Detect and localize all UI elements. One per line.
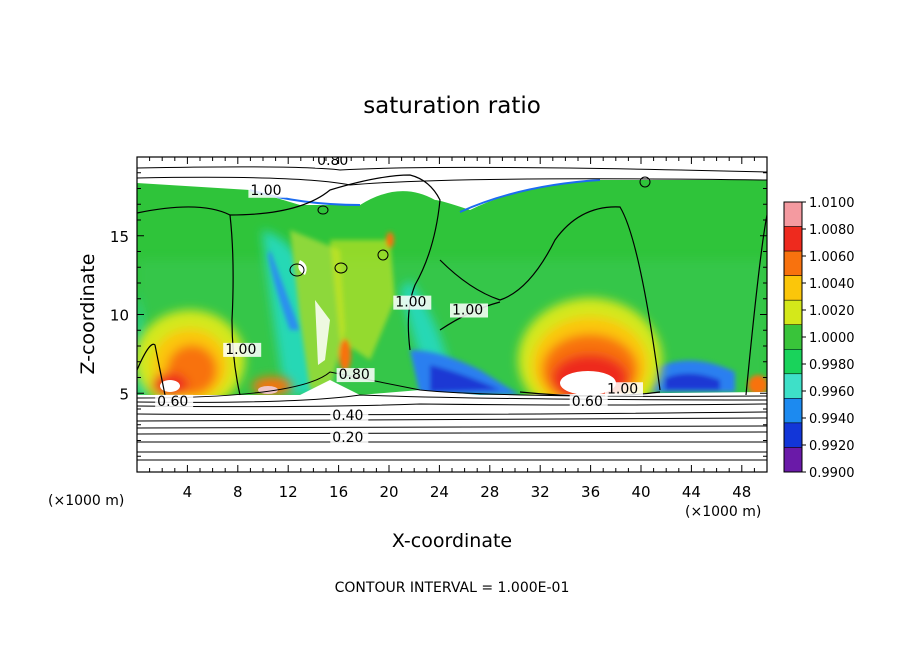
- colorbar-label: 0.9960: [809, 385, 855, 400]
- y-tick-label: 15: [110, 228, 129, 246]
- contour-label: 0.80: [317, 153, 348, 169]
- contour-label: 1.00: [607, 381, 638, 397]
- x-tick-label: 44: [682, 483, 701, 501]
- colorbar-swatch: [783, 275, 803, 301]
- x-tick-label: 32: [531, 483, 550, 501]
- x-tick-label: 48: [732, 483, 751, 501]
- contour-label-bg: [330, 409, 369, 424]
- colorbar-label: 0.9900: [809, 466, 855, 481]
- contour-label: 0.40: [332, 408, 363, 424]
- axis-ticks: [137, 157, 767, 472]
- x-tick-label: 36: [581, 483, 600, 501]
- colorbar-swatch: [783, 250, 803, 276]
- contour-label-bg: [155, 394, 194, 409]
- contour-label-bg: [336, 368, 375, 383]
- contour-label: 1.00: [250, 183, 281, 199]
- chart-title: saturation ratio: [363, 93, 541, 119]
- colorbar-swatch: [783, 226, 803, 252]
- colorbar-label: 1.0040: [809, 277, 855, 292]
- colorbar-label: 0.9920: [809, 439, 855, 454]
- contour-interval-note: CONTOUR INTERVAL = 1.000E-01: [335, 580, 570, 596]
- colorbar-swatch: [783, 422, 803, 448]
- colorbar-swatch: [783, 299, 803, 325]
- contour-label: 0.60: [572, 394, 603, 410]
- colorbar-label: 1.0020: [809, 304, 855, 319]
- colorbar: 1.0100 1.0080 1.0060 1.0040 1.0020 1.0000 0.99…: [783, 196, 855, 481]
- x-tick-label: 16: [329, 483, 348, 501]
- contour-label: 1.00: [225, 342, 256, 358]
- colorbar-swatch: [783, 324, 803, 350]
- contour-label-bg: [315, 157, 354, 168]
- x-axis-label: X-coordinate: [392, 530, 512, 552]
- contour-label: 1.00: [395, 295, 426, 311]
- colorbar-swatch: [783, 201, 803, 227]
- contour-label: 0.60: [157, 394, 188, 410]
- x-tick-label: 12: [279, 483, 298, 501]
- colorbar-label: 1.0080: [809, 223, 855, 238]
- contour-label-bg: [604, 382, 643, 397]
- x-unit-label-left: (×1000 m): [48, 493, 124, 509]
- colorbar-swatch: [783, 398, 803, 424]
- colorbar-swatch: [783, 349, 803, 375]
- y-tick-label: 10: [110, 307, 129, 325]
- y-axis-label: Z-coordinate: [77, 254, 99, 375]
- x-tick-label: 40: [631, 483, 650, 501]
- colorbar-swatch: [783, 373, 803, 399]
- contour-label: 0.20: [332, 430, 363, 446]
- contour-label-bg: [223, 342, 262, 357]
- colorbar-label: 0.9980: [809, 358, 855, 373]
- contour-label: 1.00: [452, 303, 483, 319]
- colorbar-label: 1.0000: [809, 331, 855, 346]
- y-tick-labels: 5 10 15: [110, 228, 129, 404]
- x-tick-labels: 4 8 12 16 20 24 28 32 36 40 44 48: [183, 483, 752, 501]
- contour-label: 0.80: [339, 367, 370, 383]
- contour-label-bg: [450, 303, 488, 318]
- colorbar-label: 0.9940: [809, 412, 855, 427]
- contour-label-bg: [330, 431, 369, 446]
- x-tick-label: 20: [379, 483, 398, 501]
- contour-label-bg: [393, 295, 432, 310]
- y-tick-label: 5: [119, 385, 129, 403]
- x-unit-label-right: (×1000 m): [685, 504, 761, 520]
- colorbar-label: 1.0100: [809, 196, 855, 211]
- x-tick-label: 24: [430, 483, 449, 501]
- contour-label-bg: [248, 183, 287, 198]
- contour-label-bg: [569, 394, 608, 409]
- x-tick-label: 4: [183, 483, 193, 501]
- x-tick-label: 28: [480, 483, 499, 501]
- x-tick-label: 8: [233, 483, 243, 501]
- saturation-field: 0.801.001.00 1.001.000.801.000.60 0.600.40…: [137, 153, 767, 472]
- colorbar-label: 1.0060: [809, 250, 855, 265]
- colorbar-swatch: [783, 447, 803, 473]
